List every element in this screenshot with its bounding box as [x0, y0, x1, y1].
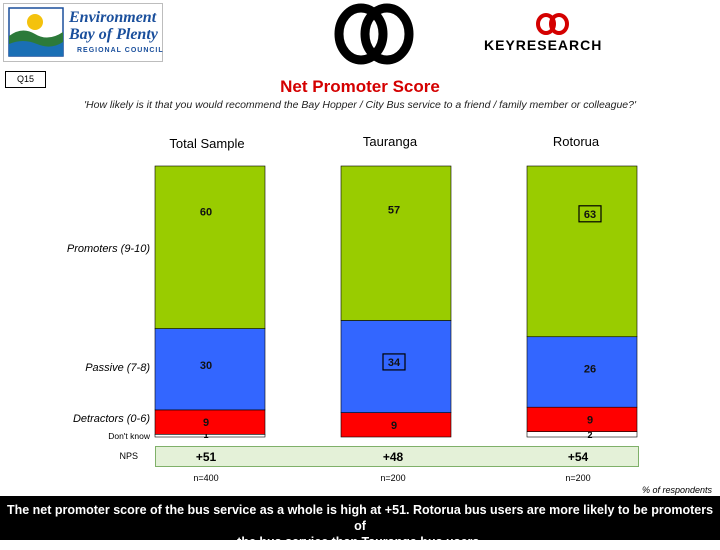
- footer-line-2: the bus service than Tauranga bus users.: [237, 535, 483, 549]
- bar-promoters-9-10-tauranga: [340, 165, 452, 321]
- row-label-dont-know: Don't know: [108, 431, 150, 441]
- keyresearch-logo-text: KEYRESEARCH: [484, 37, 602, 53]
- row-label-passive: Passive (7-8): [85, 362, 150, 374]
- question-text: 'How likely is it that you would recomme…: [84, 99, 636, 111]
- data-label-detractors-0-6-rotorua: 9: [587, 414, 593, 426]
- data-label-don-t-know-rotorua: 2: [587, 430, 592, 440]
- column-heading-tauranga: Tauranga: [362, 134, 418, 149]
- logo-line1: Environment: [69, 9, 157, 26]
- bar-promoters-9-10-rotorua: [526, 165, 638, 338]
- logo-emblem-icon: [8, 7, 64, 57]
- column-heading-rotorua: Rotorua: [552, 134, 600, 149]
- rings-logo-icon: [334, 3, 414, 65]
- environment-bop-logo: Environment Bay of Plenty REGIONAL COUNC…: [3, 3, 163, 62]
- bar-passive-7-8-tauranga: [340, 320, 452, 413]
- keyresearch-mark-icon: [536, 13, 569, 35]
- logo-line2: Bay of Plenty: [69, 26, 158, 43]
- bar-don-t-know-total-sample: [154, 433, 266, 438]
- unit-note: % of respondents: [641, 485, 712, 495]
- nps-value-tauranga: +48: [382, 450, 404, 464]
- sample-size-total: n=400: [193, 473, 219, 483]
- logo-line3: REGIONAL COUNCIL: [77, 47, 164, 54]
- bar-promoters-9-10-total-sample: [154, 165, 266, 329]
- nps-label: NPS: [119, 451, 138, 461]
- bar-passive-7-8-total-sample: [154, 328, 266, 411]
- bar-detractors-0-6-tauranga: [340, 412, 452, 438]
- nps-band: [155, 446, 639, 467]
- nps-value-total: +51: [195, 450, 217, 464]
- bar-detractors-0-6-total-sample: [154, 409, 266, 435]
- row-label-promoters: Promoters (9-10): [66, 243, 150, 255]
- data-label-promoters-9-10-total-sample: 60: [200, 207, 212, 219]
- data-label-passive-7-8-rotorua: 26: [584, 363, 596, 375]
- data-label-passive-7-8-total-sample: 30: [200, 360, 212, 372]
- footer-line-1: The net promoter score of the bus servic…: [6, 503, 714, 533]
- column-heading-total: Total Sample: [169, 136, 245, 151]
- nps-value-rotorua: +54: [567, 450, 589, 464]
- keyresearch-wordmark: KEYRESEARCH: [484, 37, 603, 53]
- sample-size-tauranga: n=200: [380, 473, 406, 483]
- question-badge: Q15: [5, 71, 46, 88]
- label-box-promoters-9-10-rotorua: [578, 205, 602, 223]
- row-label-detractors: Detractors (0-6): [72, 413, 150, 425]
- footer-summary: The net promoter score of the bus servic…: [0, 496, 720, 549]
- data-label-detractors-0-6-total-sample: 9: [203, 417, 209, 429]
- sample-size-rotorua: n=200: [565, 473, 591, 483]
- data-label-don-t-know-total-sample: 1: [203, 430, 208, 440]
- bar-passive-7-8-rotorua: [526, 336, 638, 408]
- bar-don-t-know-rotorua: [526, 431, 638, 438]
- label-box-passive-7-8-tauranga: [382, 353, 406, 371]
- chart-title: Net Promoter Score: [280, 77, 440, 96]
- data-label-promoters-9-10-tauranga: 57: [388, 204, 400, 216]
- data-label-promoters-9-10-rotorua: 63: [584, 209, 596, 221]
- data-label-detractors-0-6-tauranga: 9: [391, 420, 397, 432]
- data-label-passive-7-8-tauranga: 34: [388, 357, 401, 369]
- bar-detractors-0-6-rotorua: [526, 406, 638, 432]
